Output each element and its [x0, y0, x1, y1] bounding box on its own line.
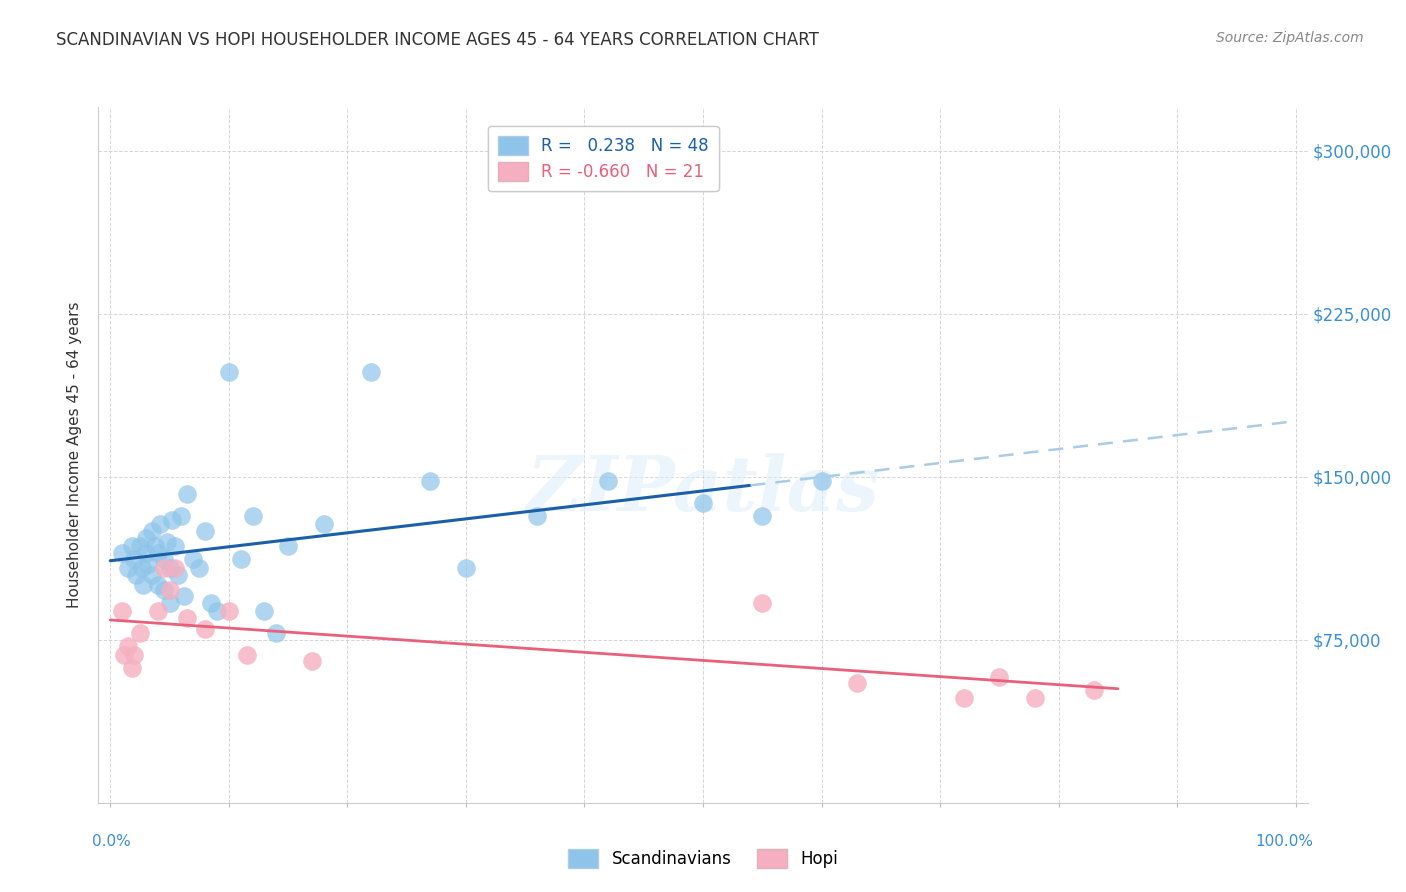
Legend: Scandinavians, Hopi: Scandinavians, Hopi [561, 842, 845, 875]
Point [132, 578, 155, 592]
Point [152, 582, 174, 597]
Point [121, 539, 143, 553]
Point [122, 552, 145, 566]
Point [454, 561, 477, 575]
Point [141, 567, 163, 582]
Point [598, 474, 620, 488]
Point [136, 557, 159, 571]
Point [152, 552, 174, 566]
Point [176, 487, 198, 501]
Text: 0.0%: 0.0% [93, 834, 131, 849]
Point [419, 474, 441, 488]
Point [170, 508, 193, 523]
Point [1083, 682, 1105, 697]
Point [188, 561, 211, 575]
Legend: R =   0.238   N = 48, R = -0.660   N = 21: R = 0.238 N = 48, R = -0.660 N = 21 [488, 126, 718, 191]
Point [143, 539, 166, 553]
Point [117, 561, 139, 575]
Point [176, 611, 198, 625]
Point [159, 596, 181, 610]
Point [301, 655, 323, 669]
Point [129, 539, 152, 553]
Point [114, 648, 136, 662]
Text: 100.0%: 100.0% [1256, 834, 1313, 849]
Point [218, 605, 240, 619]
Point [131, 561, 153, 575]
Point [360, 365, 382, 379]
Point [988, 670, 1011, 684]
Point [194, 622, 217, 636]
Point [264, 626, 287, 640]
Point [129, 626, 152, 640]
Text: Source: ZipAtlas.com: Source: ZipAtlas.com [1216, 31, 1364, 45]
Text: ZIPatlas: ZIPatlas [526, 453, 880, 526]
Point [141, 524, 163, 538]
Point [200, 596, 222, 610]
Point [156, 535, 179, 549]
Point [152, 561, 174, 575]
Point [173, 589, 195, 603]
Point [751, 508, 773, 523]
Point [253, 605, 276, 619]
Point [229, 552, 252, 566]
Point [135, 546, 157, 560]
Point [117, 639, 139, 653]
Point [111, 546, 134, 560]
Point [146, 578, 169, 592]
Point [277, 539, 299, 553]
Point [146, 605, 169, 619]
Point [111, 605, 134, 619]
Point [159, 561, 181, 575]
Y-axis label: Householder Income Ages 45 - 64 years: Householder Income Ages 45 - 64 years [67, 301, 83, 608]
Point [952, 691, 974, 706]
Point [810, 474, 832, 488]
Point [1024, 691, 1046, 706]
Point [218, 365, 240, 379]
Point [159, 582, 181, 597]
Point [235, 648, 257, 662]
Point [146, 546, 169, 560]
Point [751, 596, 773, 610]
Point [181, 552, 204, 566]
Point [121, 661, 143, 675]
Point [125, 567, 148, 582]
Point [242, 508, 264, 523]
Point [312, 517, 335, 532]
Point [165, 561, 187, 575]
Point [526, 508, 548, 523]
Text: SCANDINAVIAN VS HOPI HOUSEHOLDER INCOME AGES 45 - 64 YEARS CORRELATION CHART: SCANDINAVIAN VS HOPI HOUSEHOLDER INCOME … [56, 31, 820, 49]
Point [122, 648, 145, 662]
Point [205, 605, 228, 619]
Point [149, 517, 172, 532]
Point [166, 567, 188, 582]
Point [160, 513, 183, 527]
Point [194, 524, 217, 538]
Point [135, 531, 157, 545]
Point [692, 496, 714, 510]
Point [846, 676, 869, 690]
Point [165, 539, 187, 553]
